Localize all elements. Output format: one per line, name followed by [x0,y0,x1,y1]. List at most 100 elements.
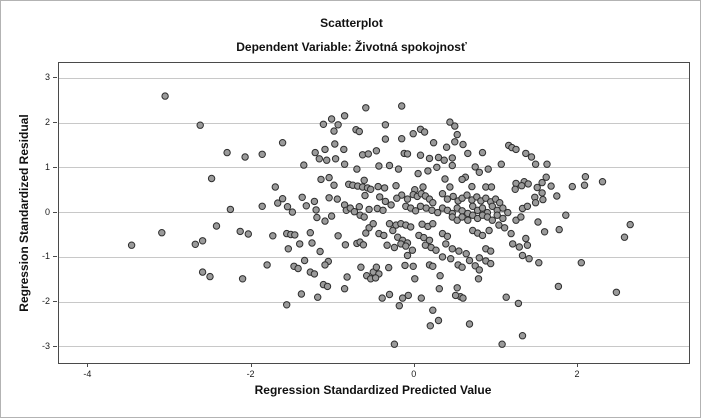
data-point [511,185,519,194]
x-tick-label: 2 [574,369,580,379]
data-point [308,239,316,247]
data-point [241,153,249,161]
data-point [383,241,391,249]
data-point [414,169,422,178]
data-point [485,226,493,235]
data-point [297,290,306,298]
data-point [449,192,457,201]
data-point [518,332,527,340]
horizontal-gridline [59,122,689,124]
data-point [522,234,530,243]
data-point [436,272,444,280]
data-point [442,143,451,151]
data-point [357,263,365,271]
data-point [379,206,387,215]
data-point [446,183,454,191]
data-point [374,182,382,191]
data-point [441,175,449,183]
data-point [258,150,266,159]
data-point [311,148,319,157]
data-point [432,246,440,254]
data-point [226,205,235,214]
data-point [381,121,390,129]
data-point [568,182,576,191]
data-point [364,150,372,158]
data-point [283,203,292,211]
data-point [381,197,390,206]
data-point [411,275,419,283]
x-axis-tick [577,363,578,367]
horizontal-gridline [59,301,689,303]
x-axis-tick [87,363,89,367]
data-point [455,247,463,255]
data-point [390,340,399,348]
data-point [334,232,342,240]
data-point [527,153,536,161]
data-point [212,222,221,230]
data-point [369,220,377,228]
data-point [535,259,543,267]
data-point [340,145,348,154]
data-point [269,232,277,240]
data-point [327,115,336,123]
data-point [407,223,415,231]
data-point [497,160,505,168]
data-point [518,182,526,190]
data-point [451,291,460,300]
data-point [478,204,487,212]
data-point [321,217,329,225]
data-point [507,229,515,238]
data-point [504,208,512,217]
data-point [409,130,417,138]
data-point [463,191,471,199]
data-point [459,294,467,302]
data-point [475,254,483,262]
data-point [321,145,329,154]
data-point [398,294,407,302]
data-point [612,288,621,297]
data-point [362,104,370,112]
data-point [598,178,607,186]
data-point [340,112,349,120]
data-point [626,220,634,229]
data-point [362,229,370,237]
data-point [453,284,461,292]
data-point [393,194,401,202]
data-point [577,259,585,267]
data-point [317,175,325,184]
x-axis-tick [250,363,252,367]
data-point [498,340,506,348]
y-tick-label: -2 [41,296,50,307]
data-point [487,183,496,191]
x-tick-label: -2 [246,369,255,379]
data-point [538,189,546,197]
data-point [360,213,368,221]
data-point [198,268,207,276]
data-point [331,140,339,148]
data-point [517,213,525,221]
y-axis-tick [53,166,57,168]
data-point [312,206,320,214]
data-point [555,225,563,234]
data-point [330,181,338,189]
data-point [512,145,520,154]
data-point [395,302,403,310]
data-point [343,273,351,281]
data-point [620,233,629,241]
data-point [288,208,297,216]
data-point [409,262,417,271]
data-point [323,282,332,291]
data-point [522,149,530,158]
y-tick-label: 1 [44,161,50,172]
data-point [429,262,437,271]
data-point [389,226,397,235]
data-point [355,127,363,136]
data-point [385,220,394,228]
data-point [434,208,442,217]
data-point [468,182,476,191]
data-point [524,180,532,188]
data-point [487,259,495,268]
data-point [385,263,393,272]
data-point [531,160,540,168]
